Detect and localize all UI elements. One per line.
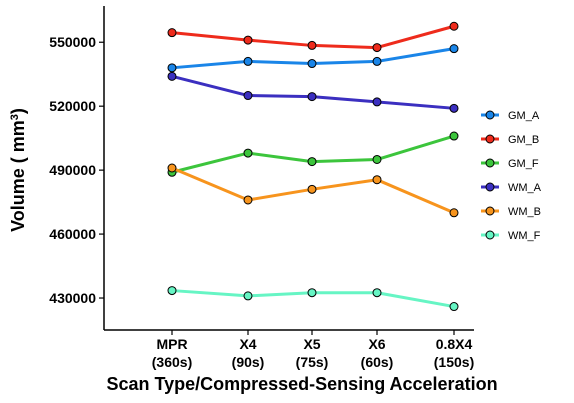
data-point xyxy=(243,291,253,301)
data-point xyxy=(243,56,253,66)
data-point xyxy=(449,44,459,54)
x-tick-label-line1: X6 xyxy=(368,336,385,352)
data-point xyxy=(307,92,317,102)
legend-item: GM_A xyxy=(481,110,540,122)
y-axis-title: Volume ( mm3) xyxy=(8,108,28,232)
data-point xyxy=(243,148,253,158)
x-tick-label-line2: (60s) xyxy=(361,354,394,370)
data-point xyxy=(307,157,317,167)
y-axis-title-close: ) xyxy=(8,108,28,114)
plot-area: 430000 460000 490000 520000 550000 MPR (360s)… xyxy=(49,6,474,370)
data-point xyxy=(372,97,382,107)
series-gm-b xyxy=(167,21,459,53)
legend-label: WM_B xyxy=(508,206,541,218)
series-line xyxy=(170,134,456,174)
data-point xyxy=(372,154,382,164)
data-point xyxy=(243,195,253,205)
data-point xyxy=(307,40,317,50)
series-gm-f xyxy=(167,131,459,177)
data-point xyxy=(243,35,253,45)
legend-label: GM_B xyxy=(508,134,539,146)
legend-point-swatch xyxy=(485,206,495,216)
series-wm-a xyxy=(167,71,459,113)
data-point xyxy=(372,175,382,185)
x-tick-label-line1: X4 xyxy=(239,336,256,352)
x-axis-title: Scan Type/Compressed-Sensing Acceleratio… xyxy=(106,374,497,394)
x-tick-label-line2: (150s) xyxy=(434,354,474,370)
data-point xyxy=(167,63,177,73)
legend-point-swatch xyxy=(485,158,495,168)
y-tick-label: 430000 xyxy=(49,290,96,306)
legend-point-swatch xyxy=(485,182,495,192)
legend-point-swatch xyxy=(485,110,495,120)
data-point xyxy=(167,28,177,38)
x-tick-label-line1: 0.8X4 xyxy=(436,336,473,352)
data-point xyxy=(449,302,459,312)
x-axis-ticks: MPR (360s) X4 (90s) X5 (75s) X6 (60s) 0.8X4 (150s… xyxy=(152,330,474,370)
data-point xyxy=(372,43,382,53)
data-point xyxy=(307,59,317,69)
series-wm-b xyxy=(167,163,459,218)
data-point xyxy=(307,288,317,298)
data-point xyxy=(167,163,177,173)
legend-item: WM_F xyxy=(481,230,541,242)
legend-label: WM_F xyxy=(508,230,541,242)
legend-point-swatch xyxy=(485,134,495,144)
data-point xyxy=(449,208,459,218)
y-axis-ticks: 430000 460000 490000 520000 550000 xyxy=(49,34,104,306)
y-tick-label: 520000 xyxy=(49,98,96,114)
legend: GM_A GM_B GM_F WM_A WM_B WM_F xyxy=(481,110,542,242)
legend-item: GM_F xyxy=(481,158,539,170)
data-point xyxy=(372,56,382,66)
x-tick-label-line2: (360s) xyxy=(152,354,192,370)
legend-point-swatch xyxy=(485,230,495,240)
data-point xyxy=(449,21,459,31)
data-point xyxy=(449,131,459,141)
x-tick-label-line2: (75s) xyxy=(296,354,329,370)
legend-item: WM_A xyxy=(481,182,542,194)
x-tick-label-line1: MPR xyxy=(156,336,187,352)
data-point xyxy=(449,103,459,113)
y-tick-label: 460000 xyxy=(49,226,96,242)
legend-label: GM_A xyxy=(508,110,540,122)
x-tick-label-line2: (90s) xyxy=(232,354,265,370)
legend-label: GM_F xyxy=(508,158,539,170)
data-point xyxy=(307,184,317,194)
legend-item: WM_B xyxy=(481,206,541,218)
y-tick-label: 490000 xyxy=(49,162,96,178)
legend-item: GM_B xyxy=(481,134,539,146)
data-point xyxy=(167,286,177,296)
series-layer xyxy=(167,21,459,312)
data-point xyxy=(167,71,177,81)
data-point xyxy=(243,91,253,101)
legend-label: WM_A xyxy=(508,182,542,194)
y-axis-title-superscript: 3 xyxy=(9,114,21,120)
series-wm-f xyxy=(167,286,459,312)
series-gm-a xyxy=(167,44,459,73)
data-point xyxy=(372,288,382,298)
x-tick-label-line1: X5 xyxy=(303,336,320,352)
y-tick-label: 550000 xyxy=(49,34,96,50)
y-axis-title-main: Volume ( mm xyxy=(8,120,28,232)
